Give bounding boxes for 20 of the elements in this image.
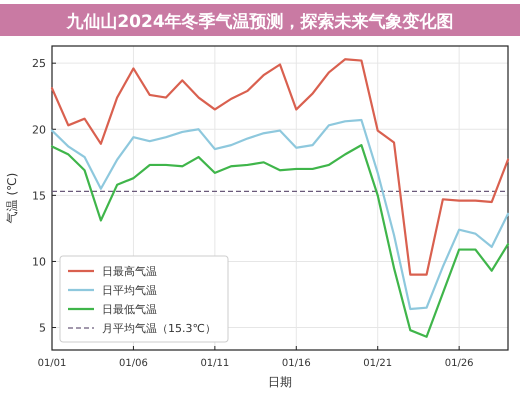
x-tick-label: 01/21 — [363, 358, 392, 369]
y-tick-label: 25 — [32, 57, 46, 70]
x-tick-label: 01/16 — [282, 358, 311, 369]
y-tick-label: 5 — [39, 322, 46, 335]
legend-label: 日最高气温 — [102, 265, 157, 278]
x-tick-label: 01/06 — [119, 358, 148, 369]
legend-label: 月平均气温（15.3℃） — [102, 322, 216, 335]
line-series — [50, 58, 510, 276]
legend-label: 日最低气温 — [102, 303, 157, 316]
y-tick-label: 20 — [32, 123, 46, 136]
x-tick-label: 01/11 — [200, 358, 230, 369]
x-axis-title: 日期 — [268, 375, 292, 389]
x-tick-label: 01/26 — [444, 358, 474, 369]
legend-label: 日平均气温 — [102, 284, 157, 297]
y-tick-label: 15 — [32, 189, 46, 202]
x-tick-label: 01/01 — [38, 358, 66, 369]
chart-title: 九仙山2024年冬季气温预测，探索未来气象变化图 — [65, 12, 454, 32]
y-axis-title: 气温 (℃) — [5, 172, 19, 224]
line-series — [50, 144, 510, 338]
y-tick-label: 10 — [32, 255, 46, 268]
